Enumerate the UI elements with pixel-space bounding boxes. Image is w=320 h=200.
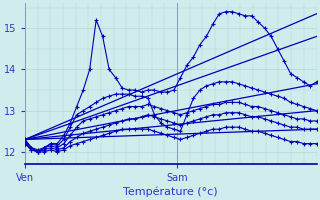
- X-axis label: Température (°c): Température (°c): [124, 186, 218, 197]
